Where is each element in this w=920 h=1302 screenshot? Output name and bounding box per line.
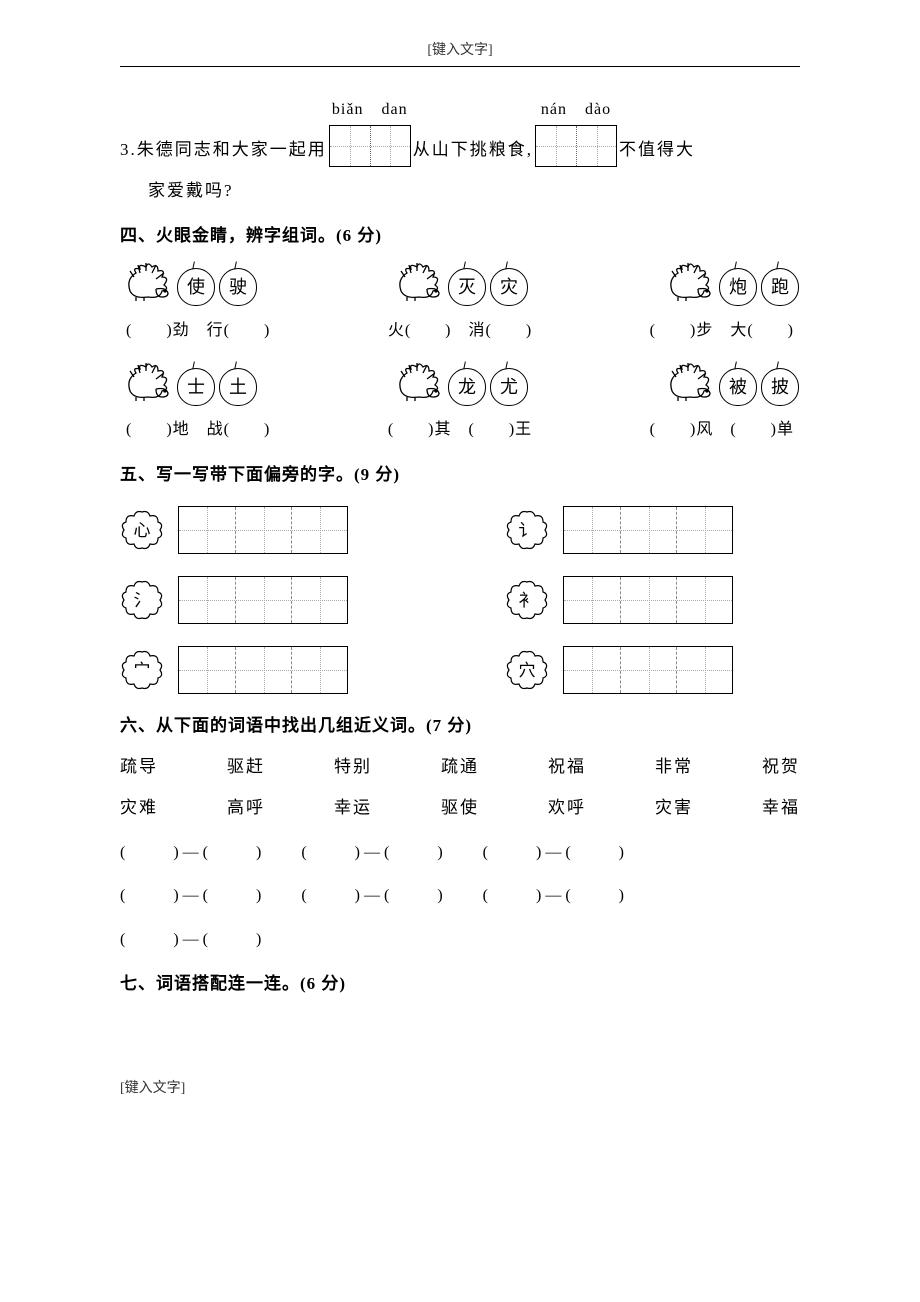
s4-row1: 使 驶 灭 灾 炮 跑 xyxy=(120,261,800,313)
s6-pair-row: ( ) — ( ) ( ) — ( ) ( ) — ( ) xyxy=(120,840,800,866)
word: 祝福 xyxy=(548,753,586,780)
apple-char: 土 xyxy=(219,368,257,406)
s4-row2: 士 土 龙 尤 被 披 xyxy=(120,361,800,413)
pinyin: dan xyxy=(381,97,407,123)
cloud-radical: 穴 xyxy=(505,648,549,692)
apple-char: 龙 xyxy=(448,368,486,406)
hedgehog-icon xyxy=(120,261,174,313)
answer-blank: ( )步 大( ) xyxy=(650,318,794,344)
s4-pair: 使 驶 xyxy=(120,261,258,313)
word: 灾害 xyxy=(655,794,693,821)
pair-blank: ( ) — ( ) xyxy=(120,840,261,866)
footer-hint: [键入文字] xyxy=(120,1078,800,1100)
s4-pair: 龙 尤 xyxy=(391,361,529,413)
word: 非常 xyxy=(655,753,693,780)
apple-char: 使 xyxy=(177,268,215,306)
apple-char: 士 xyxy=(177,368,215,406)
s4-row1-answers: ( )劲 行( ) 火( ) 消( ) ( )步 大( ) xyxy=(120,318,800,344)
pinyin: biǎn xyxy=(332,97,364,123)
word: 驱赶 xyxy=(227,753,265,780)
cloud-radical: 衤 xyxy=(505,578,549,622)
hedgehog-icon xyxy=(120,361,174,413)
apple-char: 被 xyxy=(719,368,757,406)
pair-blank: ( ) — ( ) xyxy=(483,883,624,909)
hedgehog-icon xyxy=(391,261,445,313)
word: 欢呼 xyxy=(548,794,586,821)
pair-blank: ( ) — ( ) xyxy=(483,840,624,866)
s4-pair: 炮 跑 xyxy=(662,261,800,313)
cloud-radical: 心 xyxy=(120,508,164,552)
section7-title: 七、词语搭配连一连。(6 分) xyxy=(120,970,800,997)
word: 祝贺 xyxy=(762,753,800,780)
answer-blank: 火( ) 消( ) xyxy=(388,318,532,344)
q3-prefix: 3.朱德同志和大家一起用 xyxy=(120,133,327,167)
word: 疏导 xyxy=(120,753,158,780)
s5-item: 氵 xyxy=(120,576,415,624)
s5-item: 衤 xyxy=(505,576,800,624)
section5-title: 五、写一写带下面偏旁的字。(9 分) xyxy=(120,461,800,488)
pinyin: dào xyxy=(585,97,611,123)
q3-box2: nán dào xyxy=(535,97,617,167)
answer-blank: ( )风 ( )单 xyxy=(650,417,794,443)
s5-item: 讠 xyxy=(505,506,800,554)
q3-line2: 家爱戴吗? xyxy=(148,177,800,204)
s4-pair: 被 披 xyxy=(662,361,800,413)
apple-char: 尤 xyxy=(490,368,528,406)
header-rule xyxy=(120,66,800,67)
word: 高呼 xyxy=(227,794,265,821)
word: 幸运 xyxy=(334,794,372,821)
apple-char: 灭 xyxy=(448,268,486,306)
s5-item: 心 xyxy=(120,506,415,554)
hedgehog-icon xyxy=(662,261,716,313)
word: 特别 xyxy=(334,753,372,780)
apple-char: 驶 xyxy=(219,268,257,306)
header-hint: [键入文字] xyxy=(120,40,800,62)
pair-blank: ( ) — ( ) xyxy=(301,840,442,866)
s5-grid: 心 讠 氵 衤 xyxy=(120,506,800,694)
hedgehog-icon xyxy=(391,361,445,413)
apple-char: 跑 xyxy=(761,268,799,306)
q3-line1: 3.朱德同志和大家一起用 biǎn dan 从山下挑粮食, nán dào 不值… xyxy=(120,97,800,167)
apple-char: 披 xyxy=(761,368,799,406)
word: 幸福 xyxy=(762,794,800,821)
s6-word-row1: 疏导 驱赶 特别 疏通 祝福 非常 祝贺 xyxy=(120,753,800,780)
section4-title: 四、火眼金睛，辨字组词。(6 分) xyxy=(120,222,800,249)
hedgehog-icon xyxy=(662,361,716,413)
pair-blank: ( ) — ( ) xyxy=(120,883,261,909)
s5-item: 宀 xyxy=(120,646,415,694)
word: 疏通 xyxy=(441,753,479,780)
s6-pair-row: ( ) — ( ) ( ) — ( ) ( ) — ( ) xyxy=(120,883,800,909)
pair-blank: ( ) — ( ) xyxy=(120,927,261,953)
word: 驱使 xyxy=(441,794,479,821)
pair-blank: ( ) — ( ) xyxy=(301,883,442,909)
answer-blank: ( )其 ( )王 xyxy=(388,417,532,443)
s4-pair: 灭 灾 xyxy=(391,261,529,313)
apple-char: 炮 xyxy=(719,268,757,306)
cloud-radical: 氵 xyxy=(120,578,164,622)
cloud-radical: 宀 xyxy=(120,648,164,692)
q3-mid: 从山下挑粮食, xyxy=(413,133,533,167)
q3-suffix: 不值得大 xyxy=(619,133,695,167)
pinyin: nán xyxy=(541,97,567,123)
answer-blank: ( )地 战( ) xyxy=(126,417,270,443)
section6-title: 六、从下面的词语中找出几组近义词。(7 分) xyxy=(120,712,800,739)
q3-box1: biǎn dan xyxy=(329,97,411,167)
s6-word-row2: 灾难 高呼 幸运 驱使 欢呼 灾害 幸福 xyxy=(120,794,800,821)
cloud-radical: 讠 xyxy=(505,508,549,552)
apple-char: 灾 xyxy=(490,268,528,306)
word: 灾难 xyxy=(120,794,158,821)
s6-pair-row: ( ) — ( ) xyxy=(120,927,800,953)
s4-row2-answers: ( )地 战( ) ( )其 ( )王 ( )风 ( )单 xyxy=(120,417,800,443)
answer-blank: ( )劲 行( ) xyxy=(126,318,270,344)
s4-pair: 士 土 xyxy=(120,361,258,413)
s5-item: 穴 xyxy=(505,646,800,694)
